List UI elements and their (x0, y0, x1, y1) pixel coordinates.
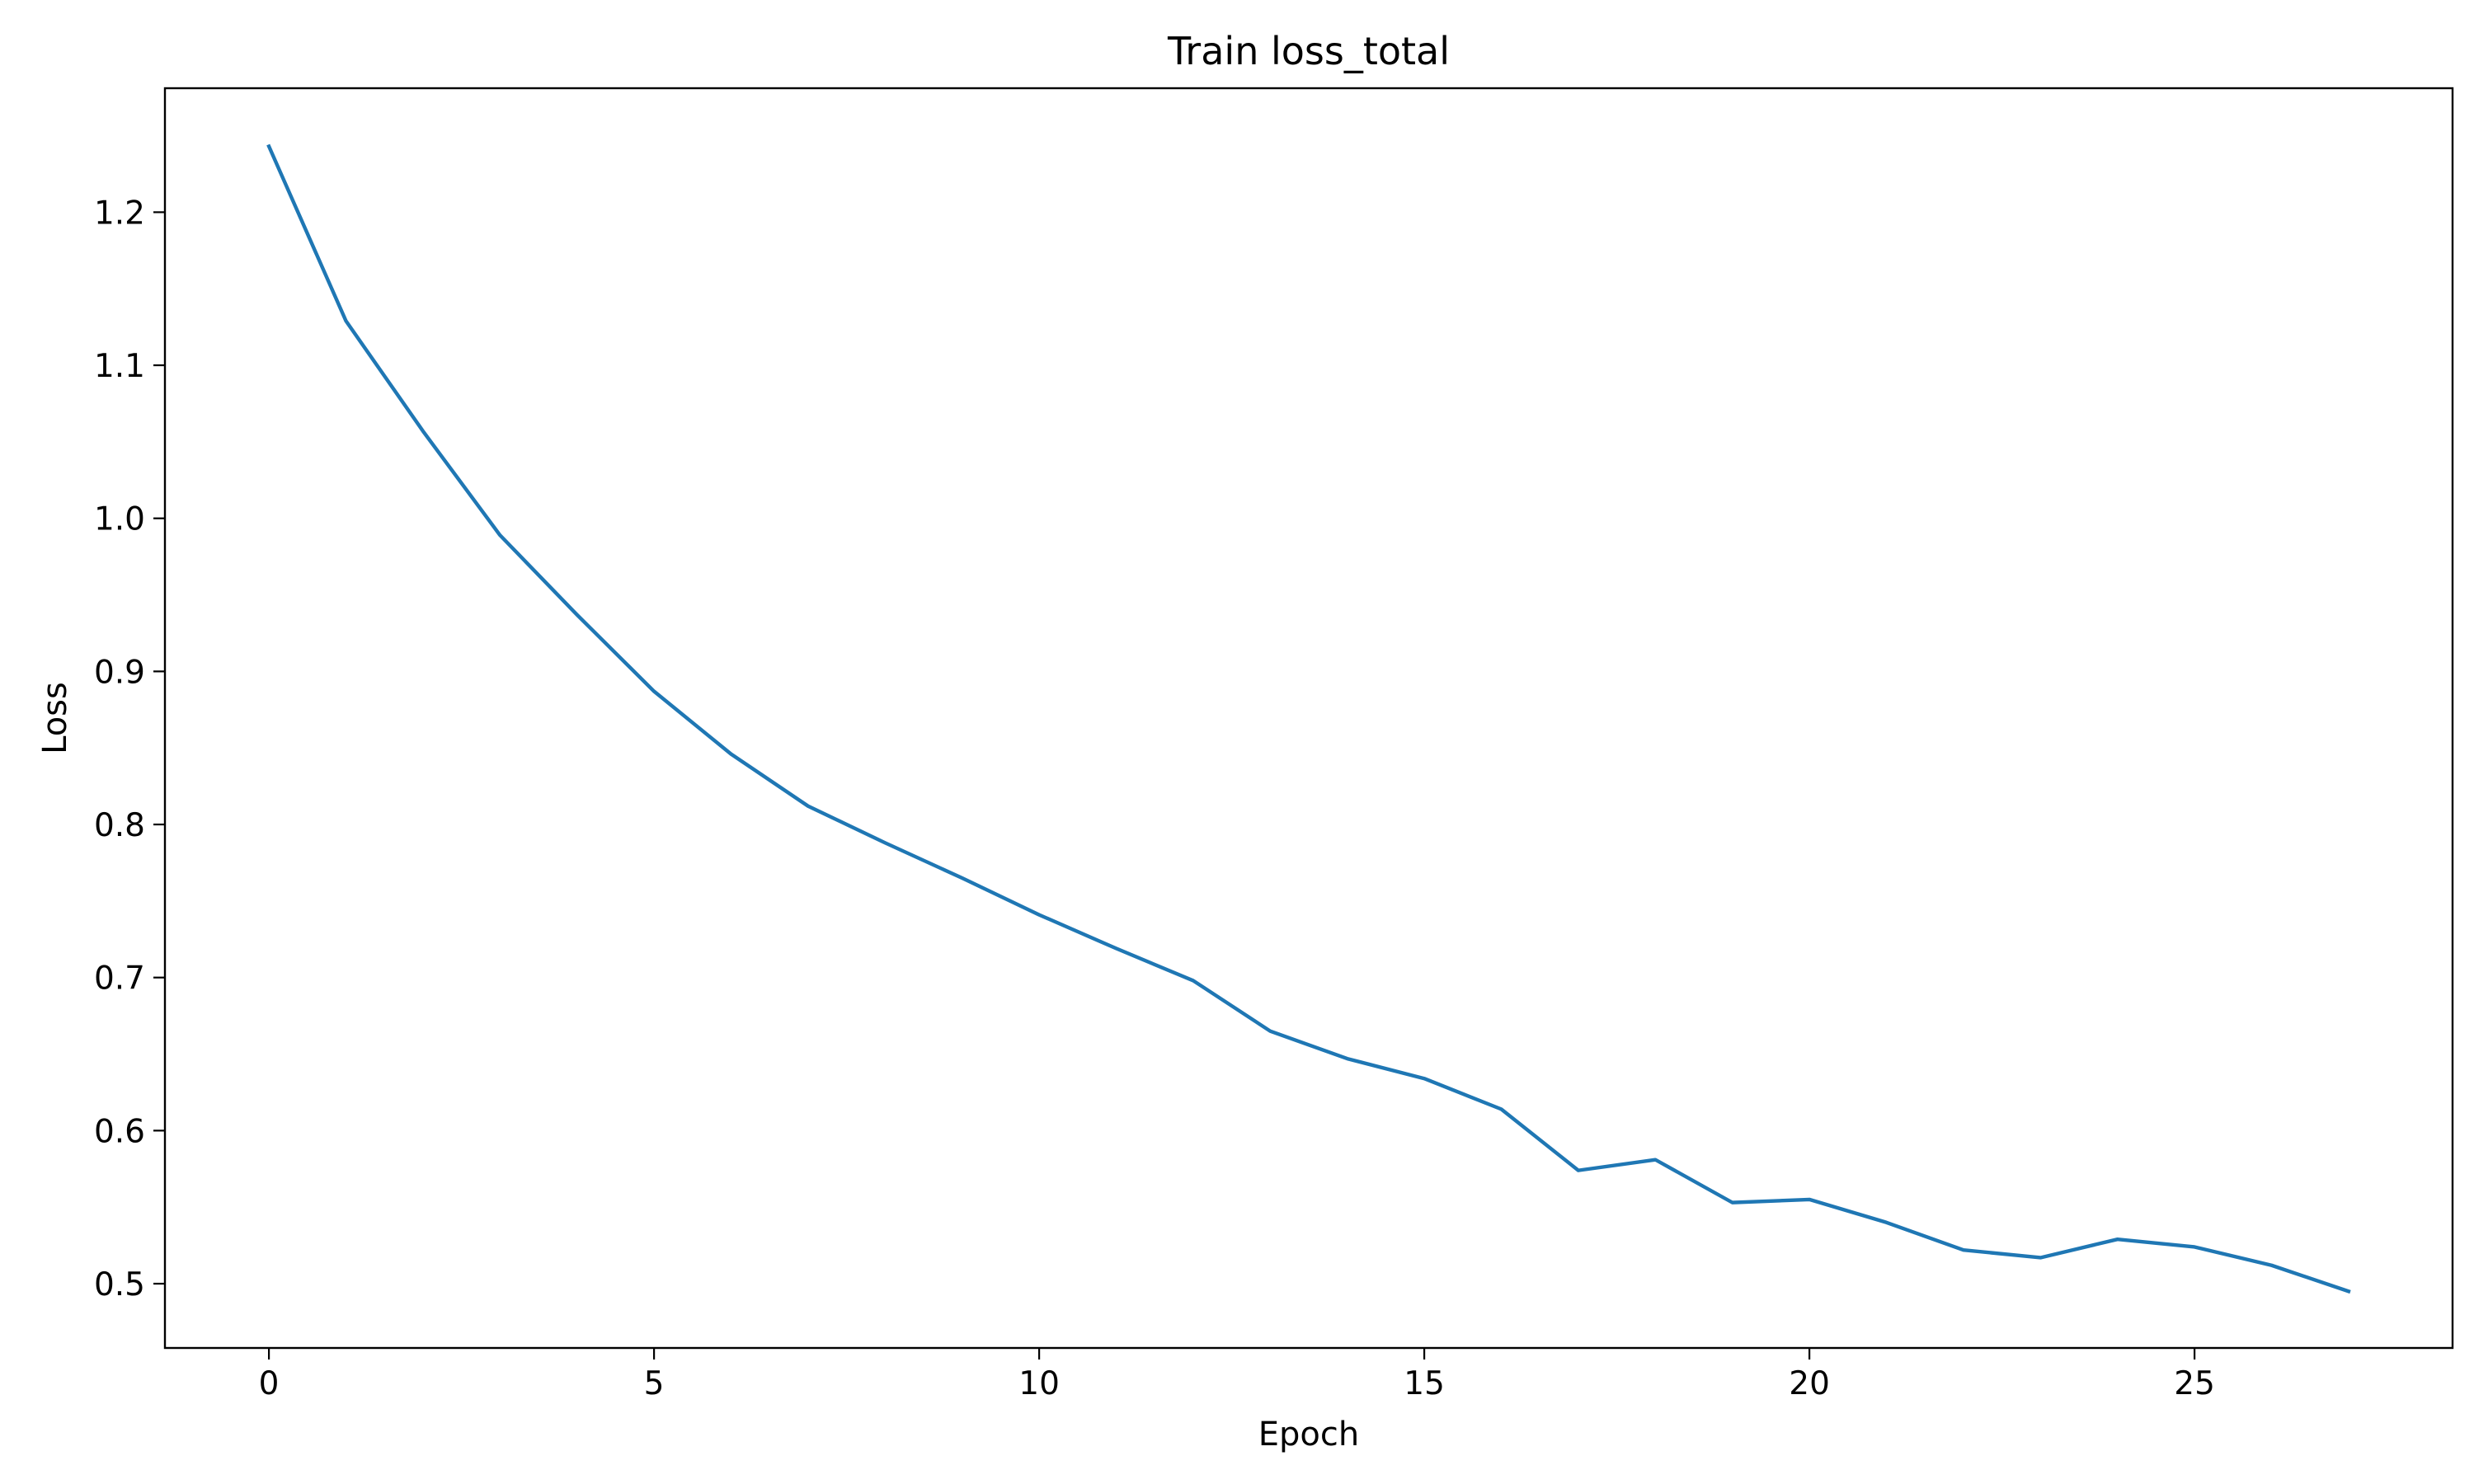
x-tick-label: 15 (1404, 1365, 1445, 1402)
x-tick-label: 5 (644, 1365, 665, 1402)
x-axis-ticks: 0 5 10 15 20 25 (259, 1348, 2215, 1402)
x-axis-label: Epoch (1258, 1416, 1359, 1453)
y-axis-label: Loss (36, 682, 74, 754)
plot-area-frame (163, 87, 2454, 1350)
y-axis-ticks: 0.5 0.6 0.7 0.8 0.9 1.0 1.1 1.2 (94, 195, 165, 1303)
y-tick-label: 1.1 (94, 348, 145, 385)
x-tick-label: 0 (259, 1365, 280, 1402)
chart-title: Train loss_total (1167, 29, 1450, 73)
y-tick-label: 1.0 (94, 501, 145, 538)
series-layer (266, 143, 2351, 1294)
y-tick-label: 0.5 (94, 1266, 145, 1303)
y-tick-label: 0.8 (94, 807, 145, 844)
y-tick-label: 0.7 (94, 960, 145, 998)
y-tick-label: 0.9 (94, 654, 145, 691)
x-tick-label: 20 (1789, 1365, 1830, 1402)
x-tick-label: 25 (2174, 1365, 2215, 1402)
y-tick-label: 0.6 (94, 1113, 145, 1150)
y-tick-label: 1.2 (94, 195, 145, 232)
x-tick-label: 10 (1018, 1365, 1060, 1402)
series-line-0 (266, 143, 2351, 1294)
